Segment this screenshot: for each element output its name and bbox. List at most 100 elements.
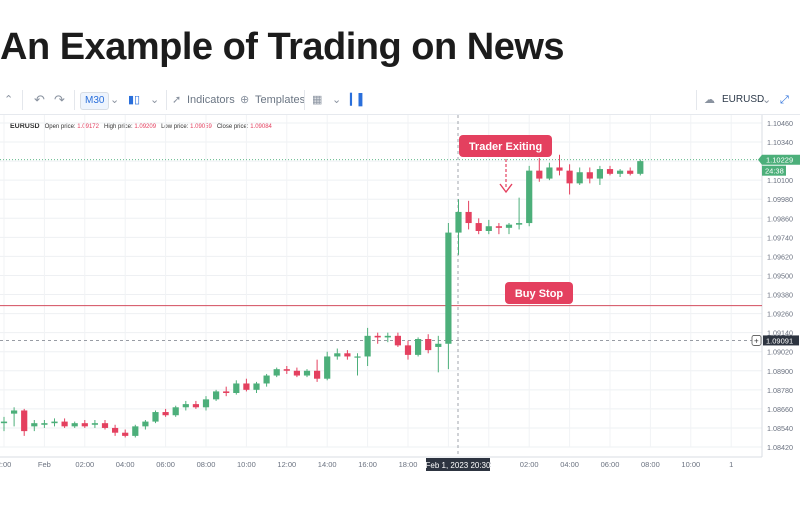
- candle-body: [162, 412, 169, 416]
- candle-body: [505, 224, 513, 228]
- trader-exiting-label: Trader Exiting: [469, 141, 542, 153]
- x-tick-label: 02:00: [75, 460, 94, 469]
- y-tick-label: 1.09020: [767, 348, 793, 357]
- crosshair-time-tag: [426, 458, 490, 471]
- y-tick-label: 1.09740: [767, 233, 793, 242]
- countdown-label: 24:38: [765, 167, 784, 176]
- candle-body: [273, 369, 280, 376]
- chevron-down-icon[interactable]: ⌄: [150, 94, 160, 106]
- x-tick-label: 10:00: [681, 460, 700, 469]
- candle-body: [182, 404, 189, 408]
- candle-body: [213, 391, 220, 400]
- candle-body: [283, 369, 290, 371]
- candle-body: [0, 421, 8, 424]
- chevron-down-icon[interactable]: ⌄: [332, 94, 342, 106]
- undo-icon[interactable]: ↶: [34, 92, 45, 107]
- candle-body: [354, 356, 361, 358]
- legend-low-value: 1.09059: [190, 124, 212, 130]
- candle-body: [485, 226, 492, 231]
- candlestick-chart[interactable]: 1.104601.103401.102201.101001.099801.098…: [0, 115, 800, 510]
- legend-low-label: Low price:: [161, 124, 189, 130]
- candle-body: [415, 339, 422, 355]
- symbol-selector[interactable]: EURUSD: [722, 94, 765, 105]
- candle-body: [172, 407, 179, 416]
- candle-body: [81, 423, 88, 427]
- y-tick-label: 1.10340: [767, 138, 793, 147]
- candle-body: [495, 226, 502, 228]
- candle-body: [344, 353, 351, 357]
- x-tick-label: 06:00: [156, 460, 175, 469]
- candle-body: [293, 370, 300, 376]
- y-tick-label: 1.09260: [767, 310, 793, 319]
- fullscreen-icon[interactable]: ⤢: [780, 94, 789, 106]
- candle-body: [536, 170, 543, 179]
- candle-body: [202, 399, 210, 408]
- chart-toolbar: ⌃ ↶ ↷ M30 ⌄ ▮▯ ⌄ ➚ Indicators ⊕ Template…: [0, 86, 800, 115]
- candle-body: [11, 410, 18, 414]
- candle-body: [627, 170, 634, 174]
- x-tick-label: 18:00: [399, 460, 418, 469]
- bar-chart-icon[interactable]: ▎▌: [350, 94, 367, 106]
- candlestick-type-icon[interactable]: ▮▯: [128, 94, 141, 106]
- candle-body: [566, 170, 573, 184]
- chevron-down-icon[interactable]: ⌄: [762, 94, 772, 106]
- candle-body: [152, 412, 159, 422]
- candle-body: [223, 391, 230, 393]
- candle-body: [112, 427, 119, 433]
- toolbar-divider: [22, 90, 23, 110]
- redo-icon[interactable]: ↷: [54, 92, 65, 107]
- arrow-down-icon: [499, 183, 513, 194]
- legend-symbol: EURUSD: [10, 123, 40, 130]
- candle-body: [233, 383, 240, 393]
- candle-body: [455, 211, 462, 233]
- candle-body: [556, 167, 563, 171]
- legend-close-value: 1.09084: [250, 124, 272, 130]
- candle-body: [132, 426, 139, 436]
- countdown-tag: [762, 165, 786, 176]
- buy-stop-label: Buy Stop: [515, 288, 564, 300]
- toolbar-divider: [74, 90, 75, 110]
- y-tick-label: 1.09980: [767, 195, 793, 204]
- indicators-button[interactable]: Indicators: [187, 94, 235, 106]
- candle-body: [374, 335, 381, 338]
- candle-body: [314, 370, 321, 379]
- candle-body: [91, 423, 98, 425]
- x-tick-label: 04:00: [116, 460, 135, 469]
- candle-body: [465, 211, 472, 224]
- x-tick-label: 1: [729, 460, 733, 469]
- candle-body: [445, 232, 452, 344]
- collapse-icon[interactable]: ⌃: [4, 94, 14, 106]
- y-tick-label: 1.09380: [767, 291, 793, 300]
- x-tick-label: Feb: [38, 460, 51, 469]
- current-price-label: 1.10229: [766, 156, 793, 165]
- x-tick-label: 10:00: [237, 460, 256, 469]
- candle-body: [334, 353, 341, 357]
- y-tick-label: 1.09860: [767, 214, 793, 223]
- x-tick-label: 12:00: [277, 460, 296, 469]
- y-tick-label: 1.08660: [767, 405, 793, 414]
- candle-body: [425, 339, 432, 351]
- crosshair-time-label: Feb 1, 2023 20:30: [426, 461, 491, 470]
- candle-body: [586, 172, 593, 179]
- candle-body: [21, 410, 28, 432]
- candle-body: [263, 375, 270, 384]
- x-tick-label: 2:00: [0, 460, 11, 469]
- templates-icon[interactable]: ⊕: [240, 94, 250, 106]
- candle-body: [101, 423, 109, 428]
- candle-body: [404, 345, 412, 355]
- calendar-icon[interactable]: ▦: [312, 94, 323, 106]
- templates-button[interactable]: Templates: [255, 94, 306, 106]
- chevron-down-icon[interactable]: ⌄: [110, 94, 120, 106]
- timeframe-button[interactable]: M30: [80, 92, 110, 110]
- y-tick-label: 1.09620: [767, 252, 793, 261]
- y-tick-label: 1.10100: [767, 176, 793, 185]
- candle-body: [576, 172, 583, 184]
- x-tick-label: 14:00: [318, 460, 337, 469]
- cloud-icon[interactable]: ☁: [704, 94, 715, 106]
- y-tick-label: 1.09500: [767, 271, 793, 280]
- candle-body: [546, 167, 553, 179]
- y-tick-label: 1.08540: [767, 424, 793, 433]
- current-price-tag: [758, 154, 800, 165]
- legend-high-label: High price:: [104, 124, 133, 130]
- indicators-icon[interactable]: ➚: [172, 94, 182, 106]
